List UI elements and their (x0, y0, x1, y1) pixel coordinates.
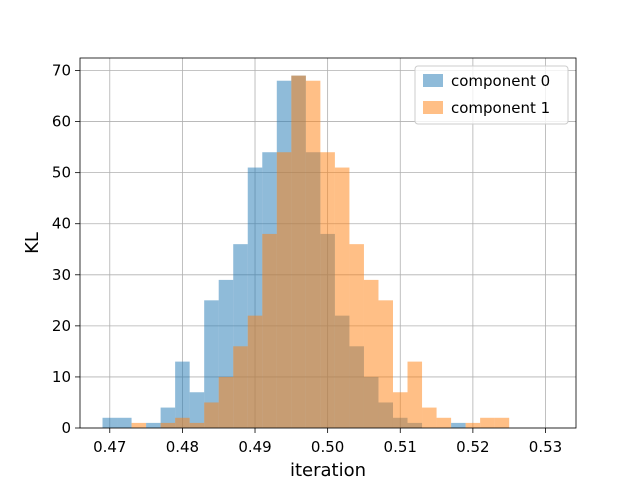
bar-series-1 (262, 233, 277, 428)
bar-series-0 (102, 417, 118, 428)
legend-swatch (423, 101, 443, 114)
x-axis-label: iteration (290, 460, 366, 480)
legend: component 0 component 1 (414, 65, 569, 125)
bar-series-0 (189, 392, 205, 428)
x-tick-label: 0.50 (311, 438, 344, 456)
x-tick-label: 0.52 (456, 438, 489, 456)
bar-series-1 (349, 244, 364, 428)
bar-series-1 (320, 152, 335, 428)
bar-series-0 (204, 300, 219, 428)
legend-label: component 0 (451, 72, 550, 90)
y-tick-label: 60 (52, 113, 71, 131)
bar-series-1 (218, 376, 234, 428)
bar-series-1 (131, 422, 147, 428)
bar-series-1 (422, 407, 437, 428)
y-tick-label: 40 (52, 215, 71, 233)
y-tick-label: 0 (61, 419, 71, 437)
bar-series-1 (465, 422, 481, 428)
bar-series-1 (363, 279, 379, 428)
x-tick-label: 0.53 (529, 438, 562, 456)
bar-series-1 (233, 346, 248, 428)
bar-series-1 (392, 392, 408, 428)
bar-series-1 (189, 422, 205, 428)
bar-series-1 (305, 80, 321, 429)
bar-series-1 (334, 167, 350, 429)
y-tick-label: 70 (52, 62, 71, 80)
bar-series-1 (378, 300, 393, 428)
legend-swatch (423, 74, 443, 87)
bar-series-0 (451, 422, 466, 428)
x-tick-label: 0.48 (166, 438, 199, 456)
bar-series-1 (160, 422, 176, 428)
legend-label: component 1 (451, 99, 550, 117)
y-axis-label: KL (22, 232, 43, 254)
bar-series-1 (494, 417, 510, 428)
bar-series-1 (175, 417, 190, 428)
bar-series-0 (117, 417, 132, 428)
bar-series-1 (480, 417, 495, 428)
bar-series-1 (291, 75, 306, 428)
bars-layer (102, 75, 510, 429)
bar-series-1 (247, 315, 263, 428)
x-tick-label: 0.49 (238, 438, 271, 456)
y-tick-label: 30 (52, 266, 71, 284)
bar-series-1 (204, 402, 219, 428)
y-tick-label: 50 (52, 164, 71, 182)
bar-series-0 (146, 422, 161, 428)
y-tick-label: 10 (52, 368, 71, 386)
bar-series-1 (436, 417, 452, 428)
x-tick-label: 0.47 (93, 438, 126, 456)
y-tick-label: 20 (52, 317, 71, 335)
x-tick-label: 0.51 (384, 438, 417, 456)
legend-box (414, 65, 569, 125)
bar-series-1 (276, 152, 292, 428)
bar-series-1 (407, 361, 423, 428)
bar-series-0 (175, 361, 190, 428)
ticks-layer: 0.47 0.48 0.49 0.50 0.51 0.52 0.53 0 10 20 30 40 50 6… (52, 62, 562, 456)
